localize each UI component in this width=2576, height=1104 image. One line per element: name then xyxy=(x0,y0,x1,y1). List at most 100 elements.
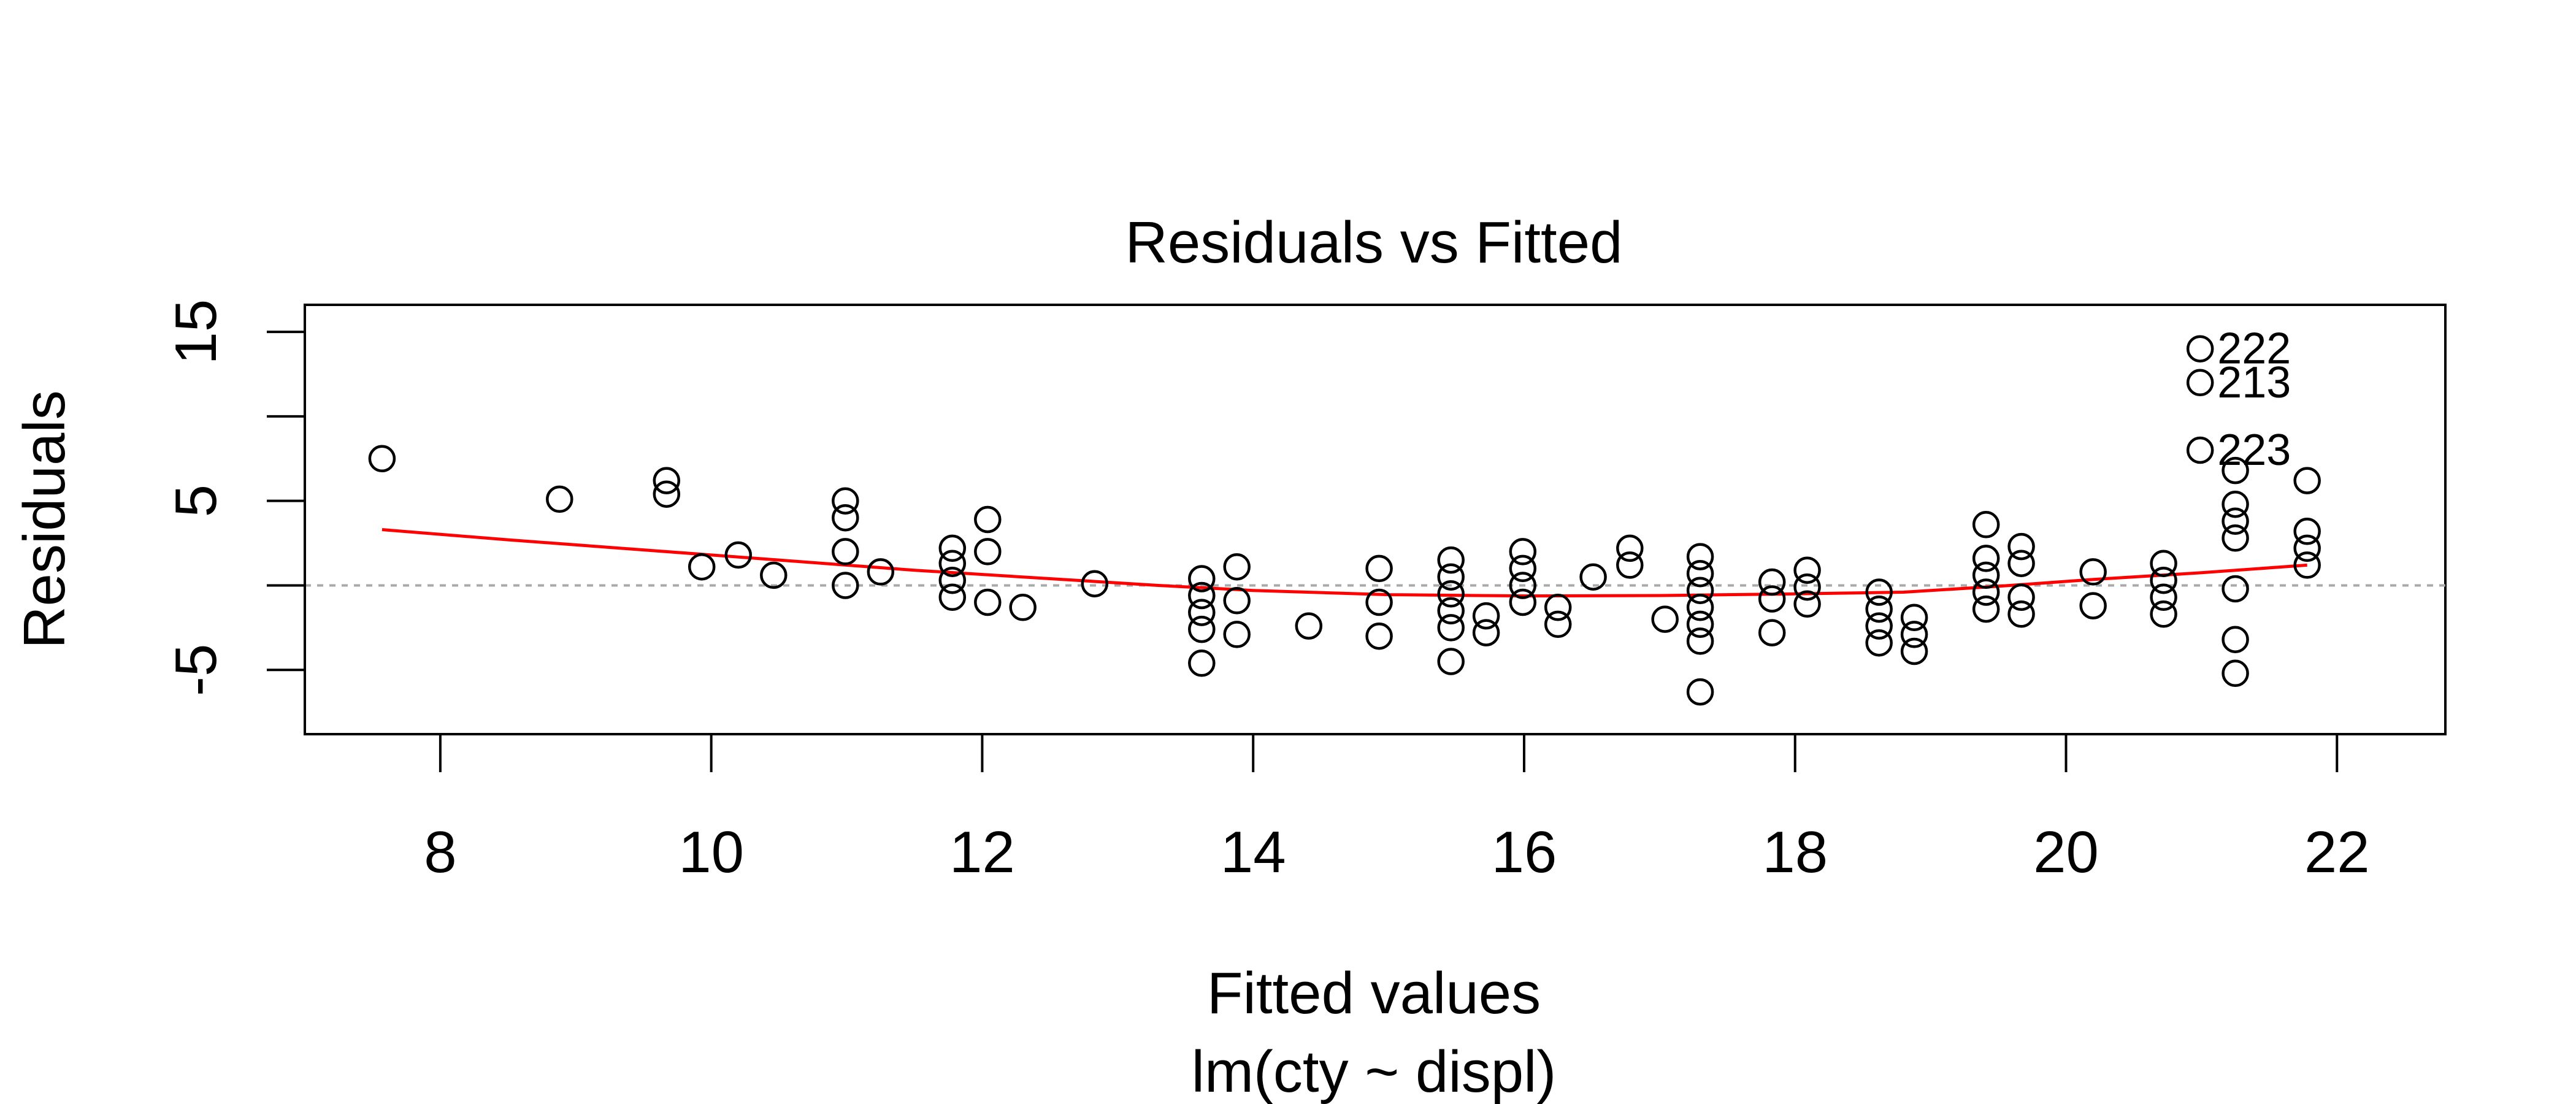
data-point xyxy=(1437,580,1465,608)
data-point xyxy=(938,534,967,562)
data-point xyxy=(1472,602,1500,630)
data-point xyxy=(1509,554,1537,583)
data-point xyxy=(1365,554,1393,583)
data-point xyxy=(1972,561,2000,589)
data-point xyxy=(653,480,681,508)
data-point xyxy=(2150,583,2177,611)
data-point xyxy=(1437,563,1465,591)
data-point xyxy=(1758,568,1786,596)
data-point xyxy=(2007,550,2035,577)
data-point xyxy=(2293,518,2321,545)
y-tick-label: 5 xyxy=(163,485,229,517)
data-point xyxy=(1223,587,1251,615)
data-point xyxy=(2186,335,2214,362)
x-tick-label: 20 xyxy=(2033,819,2099,885)
y-axis: -5 5 15 xyxy=(163,299,306,696)
data-point xyxy=(546,485,573,513)
data-point xyxy=(1972,578,2000,606)
data-point xyxy=(1972,545,2000,572)
data-point xyxy=(1365,588,1393,616)
data-point xyxy=(2007,583,2035,611)
y-tick-label: 15 xyxy=(163,299,229,365)
data-point xyxy=(1686,678,1714,706)
data-point xyxy=(1579,563,1607,591)
data-point xyxy=(1365,622,1393,650)
x-tick-label: 18 xyxy=(1762,819,1828,885)
data-point xyxy=(1188,565,1216,592)
data-point xyxy=(832,504,859,532)
data-point xyxy=(974,538,1002,565)
data-point xyxy=(1686,543,1714,570)
data-point xyxy=(1972,595,2000,623)
data-point xyxy=(938,566,967,594)
data-point xyxy=(2186,369,2214,397)
data-point xyxy=(1686,594,1714,621)
data-point xyxy=(1295,612,1323,640)
x-axis-label: Fitted values xyxy=(1207,960,1541,1026)
data-point xyxy=(832,487,859,515)
plot-frame xyxy=(304,304,2447,735)
data-point xyxy=(1686,627,1714,655)
chart-title: Residuals vs Fitted xyxy=(1125,210,1623,275)
point-label: 213 xyxy=(2217,358,2291,407)
data-point xyxy=(1616,534,1644,562)
data-point xyxy=(1793,556,1821,584)
x-tick-label: 10 xyxy=(678,819,744,885)
data-point xyxy=(1900,604,1928,632)
data-point xyxy=(1437,648,1465,675)
x-tick-label: 22 xyxy=(2304,819,2370,885)
data-point xyxy=(1223,553,1251,581)
chart-subtitle: lm(cty ~ displ) xyxy=(1192,1039,1557,1104)
data-point xyxy=(1188,599,1216,626)
x-tick-label: 8 xyxy=(424,819,456,885)
data-point xyxy=(653,467,681,494)
data-point xyxy=(1544,594,1572,621)
data-point xyxy=(2293,551,2321,579)
data-point xyxy=(832,572,859,599)
x-tick-label: 12 xyxy=(949,819,1015,885)
data-point xyxy=(974,505,1002,534)
data-point xyxy=(1437,597,1465,625)
data-point xyxy=(974,588,1002,616)
data-point xyxy=(1509,538,1537,565)
data-point xyxy=(2221,575,2249,603)
data-point xyxy=(1616,551,1644,579)
data-point xyxy=(368,445,396,473)
x-tick-label: 16 xyxy=(1492,819,1557,885)
y-tick-label: -5 xyxy=(163,644,229,696)
data-point xyxy=(867,558,895,586)
data-point xyxy=(2186,436,2214,464)
data-point xyxy=(832,538,859,565)
data-point xyxy=(760,561,788,589)
data-point xyxy=(2221,507,2249,535)
data-point xyxy=(1472,619,1500,646)
point-label: 222 xyxy=(2217,324,2291,374)
data-point xyxy=(1651,605,1679,633)
data-point xyxy=(2221,659,2249,688)
data-point xyxy=(1900,637,1928,665)
data-point xyxy=(1793,590,1821,618)
data-point xyxy=(1865,612,1893,640)
data-point xyxy=(1009,594,1037,621)
data-point xyxy=(1188,615,1216,643)
data-point xyxy=(1972,511,2000,539)
data-point xyxy=(1544,610,1572,638)
data-point xyxy=(1437,614,1465,642)
data-point xyxy=(2221,490,2249,518)
data-point xyxy=(1509,572,1537,599)
y-axis-label: Residuals xyxy=(12,390,77,649)
data-point xyxy=(1865,595,1893,623)
x-tick-label: 14 xyxy=(1221,819,1286,885)
data-point xyxy=(1188,581,1216,610)
data-points xyxy=(368,335,2321,706)
data-point xyxy=(2007,532,2035,561)
data-point xyxy=(724,541,753,569)
data-point xyxy=(2150,566,2177,594)
data-point xyxy=(938,550,967,577)
data-point xyxy=(938,583,967,611)
data-point xyxy=(1758,585,1786,613)
data-point xyxy=(2221,626,2249,653)
